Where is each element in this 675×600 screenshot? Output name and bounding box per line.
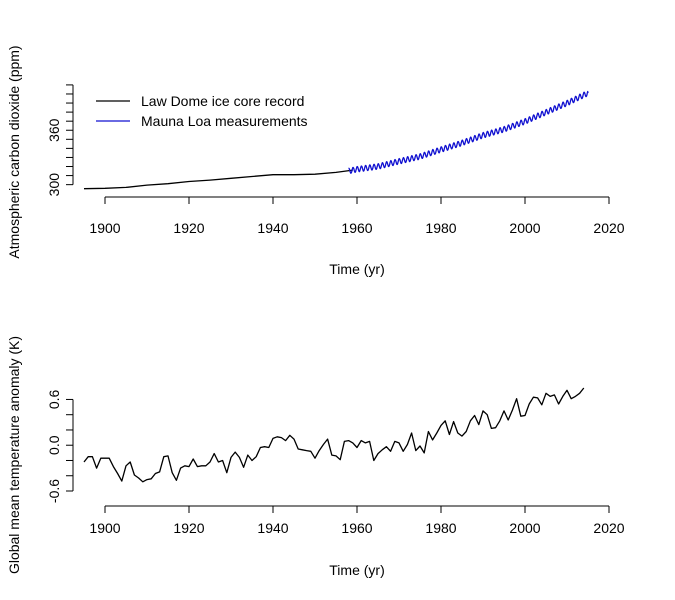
co2-legend: Law Dome ice core record Mauna Loa measu… (96, 93, 308, 129)
co2-x-tick-label-2000: 2000 (509, 220, 540, 236)
co2-series-line-0 (83, 169, 353, 190)
temp-x-ticks: 1900 1920 1940 1960 1980 2000 2020 (89, 506, 625, 536)
co2-panel: 1900 1920 1940 1960 1980 2000 2020 300 360 Time… (6, 45, 625, 277)
temp-x-tick-label-1980: 1980 (425, 520, 456, 536)
temp-y-ticks: -0.6 0.0 0.6 (46, 390, 62, 504)
temp-x-tick-label-1900: 1900 (89, 520, 120, 536)
temp-axes: 1900 1920 1940 1960 1980 2000 2020 -0.6 0.0 0.6 (46, 390, 625, 536)
co2-x-tick-label-1900: 1900 (89, 220, 120, 236)
co2-y-tick-label-0: 300 (46, 173, 62, 197)
temp-x-tick-label-2020: 2020 (593, 520, 624, 536)
co2-x-ticks: 1900 1920 1940 1960 1980 2000 2020 (89, 197, 625, 236)
co2-series-lines (83, 90, 589, 190)
legend-label-mauna-loa: Mauna Loa measurements (141, 113, 308, 129)
co2-axes: 1900 1920 1940 1960 1980 2000 2020 300 360 (46, 84, 625, 236)
temp-y-minor-ticks (66, 398, 73, 492)
temp-y-tick-label-1: 0.0 (46, 435, 62, 455)
co2-series-line-1 (348, 90, 589, 174)
temp-series-lines (83, 387, 585, 483)
co2-y-minor-ticks (66, 84, 73, 186)
temperature-panel: 1900 1920 1940 1960 1980 2000 2020 -0.60.00.6 … (6, 336, 625, 578)
temp-x-axis-title: Time (yr) (329, 562, 384, 578)
co2-y-ticks: 300 360 (46, 118, 62, 196)
temp-series-line-0 (83, 387, 585, 483)
temp-x-tick-label-1960: 1960 (341, 520, 372, 536)
co2-x-tick-label-2020: 2020 (593, 220, 624, 236)
co2-x-tick-label-1960: 1960 (341, 220, 372, 236)
co2-x-tick-label-1940: 1940 (257, 220, 288, 236)
co2-y-axis-title: Atmospheric carbon dioxide (ppm) (6, 45, 22, 258)
co2-x-axis-title: Time (yr) (329, 261, 384, 277)
temp-x-tick-label-1940: 1940 (257, 520, 288, 536)
legend-label-law-dome: Law Dome ice core record (141, 93, 304, 109)
temp-y-tick-label-0: -0.6 (46, 479, 62, 503)
temp-x-tick-label-1920: 1920 (173, 520, 204, 536)
co2-x-tick-label-1980: 1980 (425, 220, 456, 236)
co2-x-tick-label-1920: 1920 (173, 220, 204, 236)
co2-y-tick-label-1: 360 (46, 118, 62, 142)
temp-y-axis-title: Global mean temperature anomaly (K) (6, 336, 22, 574)
temp-x-tick-label-2000: 2000 (509, 520, 540, 536)
temp-y-tick-label-2: 0.6 (46, 390, 62, 410)
